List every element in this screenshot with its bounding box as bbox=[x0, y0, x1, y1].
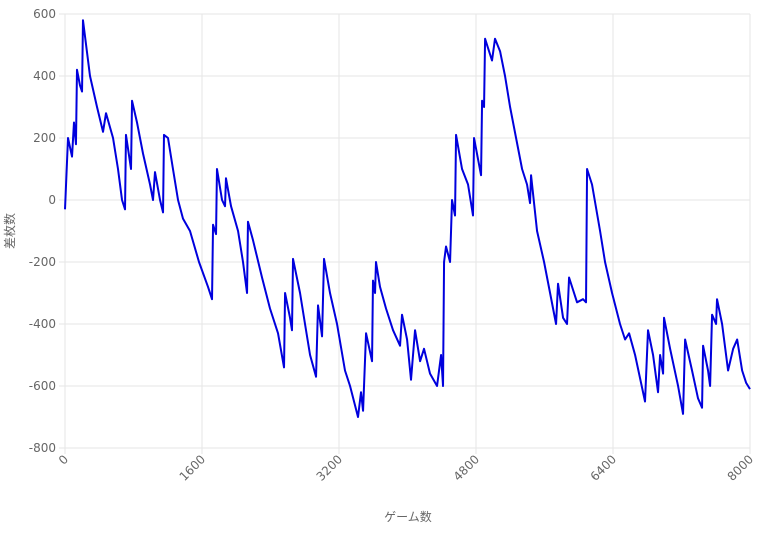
y-tick-label: -200 bbox=[29, 255, 56, 269]
x-tick-label: 0 bbox=[56, 452, 71, 467]
x-tick-label: 4800 bbox=[451, 452, 482, 483]
x-tick-label: 8000 bbox=[725, 452, 756, 483]
y-tick-label: -800 bbox=[29, 441, 56, 455]
y-tick-label: 0 bbox=[48, 193, 56, 207]
y-tick-label: -400 bbox=[29, 317, 56, 331]
y-tick-label: -600 bbox=[29, 379, 56, 393]
y-tick-label: 200 bbox=[33, 131, 56, 145]
data-line bbox=[64, 19, 751, 418]
y-tick-label: 600 bbox=[33, 7, 56, 21]
y-tick-label: 400 bbox=[33, 69, 56, 83]
x-tick-label: 1600 bbox=[177, 452, 208, 483]
x-tick-label: 3200 bbox=[314, 452, 345, 483]
y-axis-label: 差枚数 bbox=[2, 213, 17, 249]
x-tick-label: 6400 bbox=[588, 452, 619, 483]
x-axis-label: ゲーム数 bbox=[384, 509, 432, 524]
